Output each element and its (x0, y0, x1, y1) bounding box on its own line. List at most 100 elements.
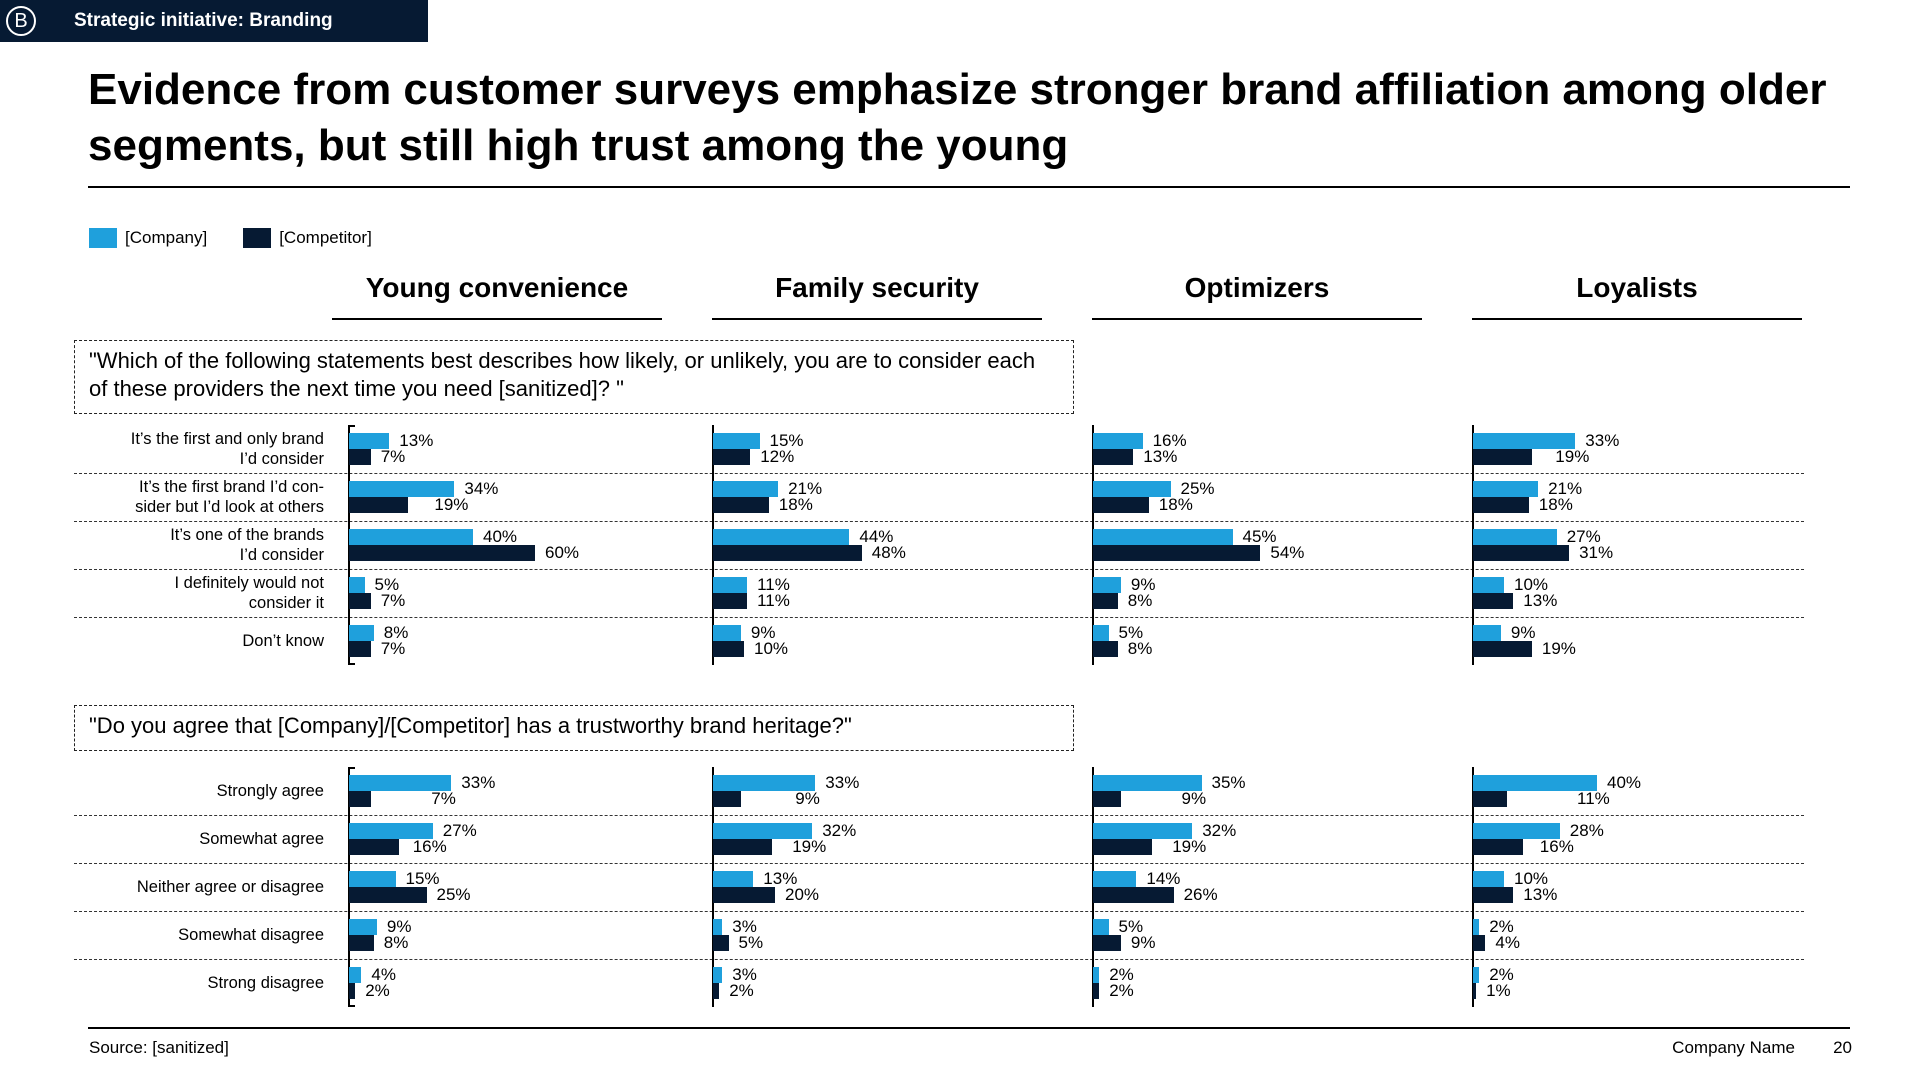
bar-company (349, 577, 365, 593)
value-label-company: 10% (1514, 869, 1549, 888)
value-label-company: 2% (1489, 917, 1514, 936)
value-label-company: 13% (763, 869, 798, 888)
value-label-company: 21% (788, 479, 823, 498)
value-label-company: 27% (1566, 527, 1601, 546)
legend-company-swatch (89, 228, 117, 248)
row-label: Don’t know (80, 631, 324, 651)
value-label-competitor: 7% (380, 591, 406, 610)
bar-company (1473, 967, 1480, 983)
value-label-competitor: 20% (785, 885, 820, 904)
row-label-line: Neither agree or disagree (136, 878, 324, 896)
bar-company (1093, 919, 1109, 935)
bar-competitor (349, 839, 399, 855)
value-label-company: 35% (1211, 773, 1246, 792)
value-label-competitor: 8% (1127, 639, 1153, 658)
value-label-company: 11% (757, 575, 790, 594)
bar-competitor (349, 791, 371, 807)
row-label-line: Somewhat agree (199, 830, 324, 848)
bar-competitor (1473, 641, 1532, 657)
row-divider (74, 617, 1804, 618)
bar-company (1093, 481, 1171, 497)
bar-competitor (1473, 791, 1508, 807)
row-label-line: It’s the first brand I’d con- (139, 478, 324, 496)
question-consideration: "Which of the following statements best … (74, 340, 1074, 414)
bar-company (1473, 529, 1557, 545)
row-divider (74, 569, 1804, 570)
value-label-company: 28% (1569, 821, 1604, 840)
bar-company (349, 625, 374, 641)
row-label-line: I definitely would not (174, 574, 324, 592)
row-label: Somewhat disagree (80, 925, 324, 945)
bar-company (713, 919, 723, 935)
initiative-tag: Strategic initiative: Branding (74, 10, 333, 31)
row-label: I definitely would not consider it (80, 573, 324, 613)
legend-competitor-swatch (243, 228, 272, 248)
axis-tick (348, 663, 355, 665)
value-label-company: 27% (442, 821, 477, 840)
value-label-competitor: 7% (431, 789, 456, 808)
segment-header-optimizers: Optimizers (1092, 272, 1422, 320)
bar-competitor (349, 593, 371, 609)
row-divider (74, 959, 1804, 960)
value-label-competitor: 8% (383, 933, 409, 952)
value-label-company: 45% (1242, 527, 1277, 546)
bar-competitor (349, 887, 427, 903)
row-label-line: It’s the first and only brand (130, 430, 324, 448)
value-label-company: 8% (383, 623, 409, 642)
row-label-line: I’d consider (239, 450, 324, 468)
bar-company (713, 823, 813, 839)
value-label-competitor: 25% (436, 885, 471, 904)
value-label-competitor: 9% (795, 789, 820, 808)
row-divider (74, 521, 1804, 522)
value-label-company: 9% (750, 623, 776, 642)
bar-company (713, 775, 816, 791)
bar-company (349, 967, 362, 983)
bar-company (1093, 433, 1143, 449)
value-label-competitor: 31% (1579, 543, 1614, 562)
value-label-company: 3% (732, 965, 757, 984)
bar-company (349, 871, 396, 887)
bar-competitor (349, 449, 371, 465)
value-label-competitor: 13% (1523, 591, 1558, 610)
bar-competitor (349, 641, 371, 657)
value-label-company: 3% (732, 917, 757, 936)
bar-competitor (349, 935, 374, 951)
bar-competitor (713, 791, 741, 807)
page-number: 20 (1833, 1038, 1852, 1057)
axis-tick (348, 767, 355, 769)
bar-company (1473, 481, 1539, 497)
bar-competitor (1473, 545, 1570, 561)
value-label-company: 5% (1118, 917, 1144, 936)
row-label: It’s the first and only brand I’d conside… (80, 429, 324, 469)
question-trustworthy-heritage: "Do you agree that [Company]/[Competitor… (74, 705, 1074, 751)
value-label-competitor: 18% (778, 495, 813, 514)
row-label: Somewhat agree (80, 829, 324, 849)
bar-company (1093, 871, 1137, 887)
bar-competitor (1473, 839, 1523, 855)
bar-competitor (713, 449, 751, 465)
row-label-line: Strong disagree (207, 974, 325, 992)
bar-company (349, 775, 452, 791)
bar-company (1473, 919, 1480, 935)
row-label-line: Somewhat disagree (178, 926, 324, 944)
value-label-competitor: 9% (1130, 933, 1156, 952)
value-label-competitor: 48% (871, 543, 906, 562)
footer-company-name: Company Name (1672, 1038, 1795, 1057)
bar-competitor (1473, 497, 1529, 513)
value-label-company: 40% (483, 527, 518, 546)
segment-header-young-convenience: Young convenience (332, 272, 662, 320)
bar-company (713, 529, 850, 545)
value-label-competitor: 7% (380, 639, 406, 658)
source-note: Source: [sanitized] (89, 1038, 229, 1057)
value-label-competitor: 54% (1270, 543, 1305, 562)
bar-competitor (713, 935, 729, 951)
value-label-company: 9% (1130, 575, 1156, 594)
value-label-competitor: 16% (1539, 837, 1574, 856)
row-divider (74, 911, 1804, 912)
legend-competitor: [Competitor] (243, 228, 372, 248)
bar-competitor (1093, 935, 1121, 951)
bar-company (1093, 529, 1233, 545)
legend-company-label: [Company] (125, 228, 208, 247)
value-label-company: 33% (825, 773, 860, 792)
axis-tick (348, 425, 355, 427)
